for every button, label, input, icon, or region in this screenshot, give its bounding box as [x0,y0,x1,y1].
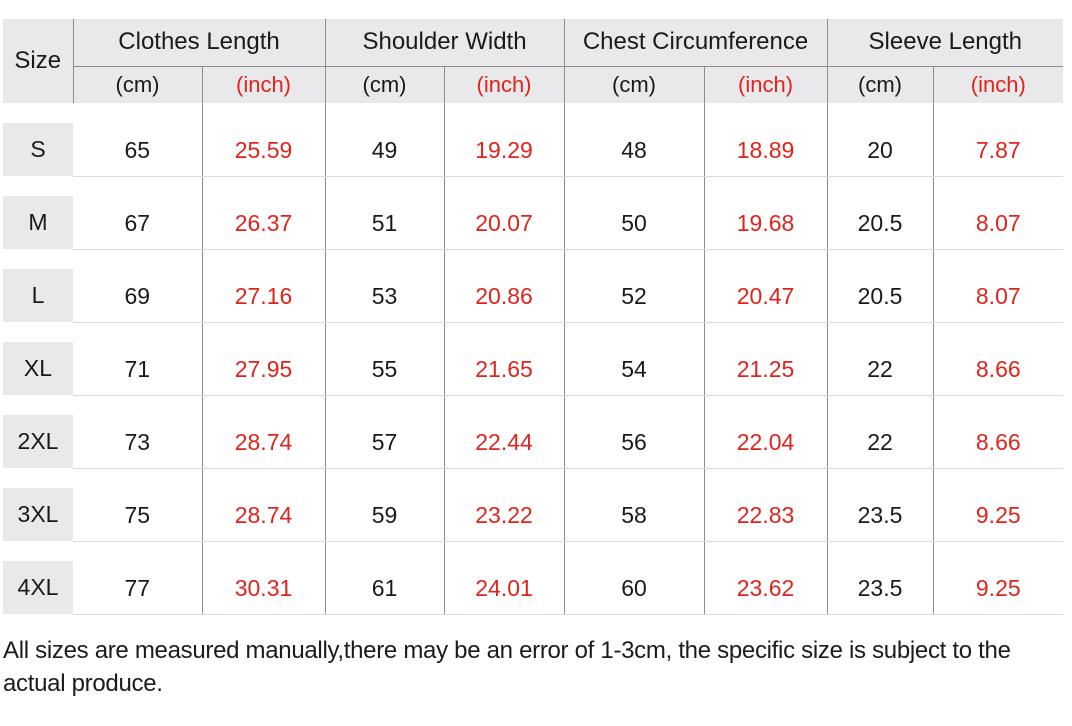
value-cm: 52 [563,249,705,323]
table-row: 3XL 75 28.74 59 23.22 58 22.83 23.5 9.25 [3,468,1064,542]
value-inch: 27.16 [201,249,326,323]
value-cm: 23.5 [826,468,934,542]
value-inch: 28.74 [201,468,326,542]
value-cm: 22 [826,395,934,469]
chest-circumference-header: Chest Circumference [563,19,828,67]
size-label: 3XL [3,488,73,541]
chest-circumference-inch-header: (inch) [703,66,828,103]
value-inch: 27.95 [201,322,326,396]
size-label: 4XL [3,561,73,614]
sleeve-length-inch-header: (inch) [932,66,1064,103]
size-label: M [3,196,73,249]
value-inch: 19.68 [703,176,828,250]
sleeve-length-cm-header: (cm) [826,66,934,103]
value-cm: 75 [73,468,202,542]
shoulder-width-inch-header: (inch) [443,66,565,103]
value-inch: 19.29 [443,103,565,177]
value-inch: 20.86 [443,249,565,323]
value-inch: 30.31 [201,541,326,615]
value-cm: 71 [73,322,202,396]
size-cell: L [3,249,73,322]
table-row: L 69 27.16 53 20.86 52 20.47 20.5 8.07 [3,249,1064,323]
size-label: 2XL [3,415,73,468]
size-cell: 2XL [3,395,73,468]
size-label: L [3,269,73,322]
value-cm: 53 [324,249,445,323]
value-inch: 20.07 [443,176,565,250]
value-inch: 8.66 [932,395,1064,469]
table-row: XL 71 27.95 55 21.65 54 21.25 22 8.66 [3,322,1064,396]
value-inch: 21.25 [703,322,828,396]
size-table-body: S 65 25.59 49 19.29 48 18.89 20 7.87 M 67 26.37 51 20… [3,103,1064,615]
size-chart-table: Size Clothes Length Shoulder Width Chest… [3,19,1064,615]
value-cm: 23.5 [826,541,934,615]
size-column-header: Size [3,19,74,103]
size-cell: XL [3,322,73,395]
clothes-length-inch-header: (inch) [201,66,326,103]
value-inch: 22.04 [703,395,828,469]
size-cell: 4XL [3,541,73,614]
value-cm: 20.5 [826,176,934,250]
size-cell: M [3,176,73,249]
size-cell: 3XL [3,468,73,541]
shoulder-width-cm-header: (cm) [324,66,445,103]
value-inch: 9.25 [932,468,1064,542]
value-inch: 9.25 [932,541,1064,615]
value-cm: 77 [73,541,202,615]
value-cm: 56 [563,395,705,469]
size-label: S [3,123,73,176]
measurement-note: All sizes are measured manually,there ma… [3,636,1011,697]
value-inch: 23.62 [703,541,828,615]
value-inch: 21.65 [443,322,565,396]
header-group-row: Size Clothes Length Shoulder Width Chest… [3,19,1064,103]
value-inch: 26.37 [201,176,326,250]
sleeve-length-header: Sleeve Length [826,19,1064,67]
value-inch: 24.01 [443,541,565,615]
header-unit-row: (cm) (inch) (cm) (inch) (cm) (inch) (cm)… [3,66,1064,103]
value-inch: 7.87 [932,103,1064,177]
table-row: 2XL 73 28.74 57 22.44 56 22.04 22 8.66 [3,395,1064,469]
table-header: Size Clothes Length Shoulder Width Chest… [3,19,1064,103]
value-inch: 18.89 [703,103,828,177]
size-cell: S [3,103,73,176]
value-inch: 28.74 [201,395,326,469]
value-cm: 69 [73,249,202,323]
clothes-length-cm-header: (cm) [72,66,202,103]
value-inch: 8.66 [932,322,1064,396]
value-cm: 54 [563,322,705,396]
chest-circumference-cm-header: (cm) [563,66,705,103]
value-cm: 65 [73,103,202,177]
value-inch: 22.44 [443,395,565,469]
value-cm: 51 [324,176,445,250]
value-cm: 22 [826,322,934,396]
value-cm: 57 [324,395,445,469]
table-row: M 67 26.37 51 20.07 50 19.68 20.5 8.07 [3,176,1064,250]
value-cm: 49 [324,103,445,177]
size-label: XL [3,342,73,395]
value-inch: 22.83 [703,468,828,542]
value-cm: 58 [563,468,705,542]
value-inch: 20.47 [703,249,828,323]
clothes-length-header: Clothes Length [72,19,326,67]
value-inch: 25.59 [201,103,326,177]
value-cm: 50 [563,176,705,250]
value-inch: 8.07 [932,176,1064,250]
value-inch: 8.07 [932,249,1064,323]
table-row: 4XL 77 30.31 61 24.01 60 23.62 23.5 9.25 [3,541,1064,615]
value-cm: 59 [324,468,445,542]
shoulder-width-header: Shoulder Width [324,19,565,67]
table-row: S 65 25.59 49 19.29 48 18.89 20 7.87 [3,103,1064,177]
value-cm: 20.5 [826,249,934,323]
value-cm: 73 [73,395,202,469]
value-inch: 23.22 [443,468,565,542]
value-cm: 55 [324,322,445,396]
value-cm: 48 [563,103,705,177]
value-cm: 60 [563,541,705,615]
value-cm: 61 [324,541,445,615]
value-cm: 67 [73,176,202,250]
value-cm: 20 [826,103,934,177]
